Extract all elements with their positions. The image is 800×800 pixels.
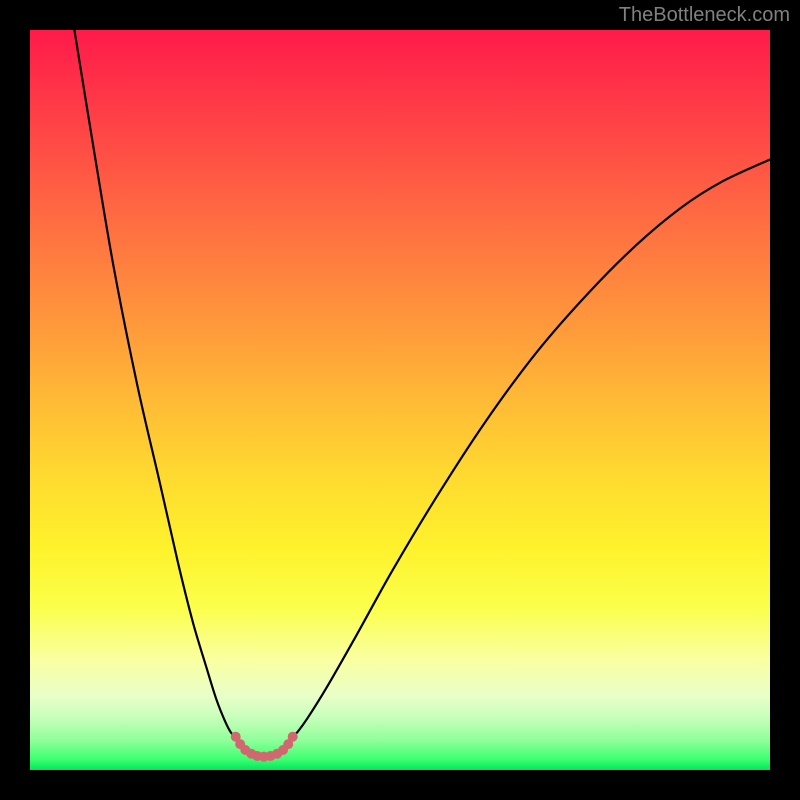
watermark-text: TheBottleneck.com bbox=[619, 4, 790, 27]
highlight-dot bbox=[288, 732, 298, 742]
